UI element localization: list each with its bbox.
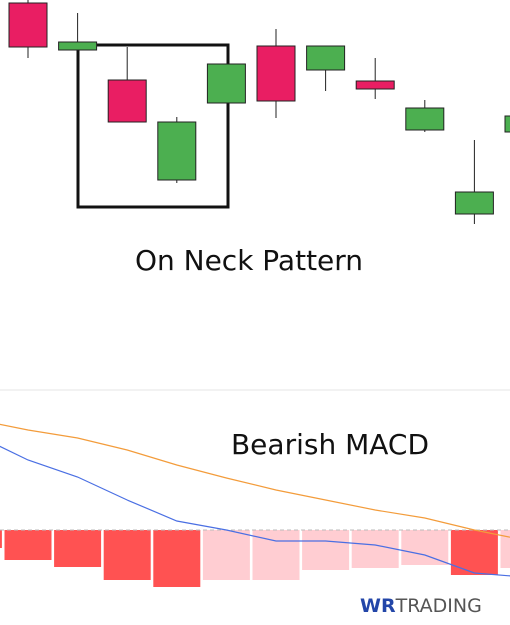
logo: WRTRADING	[360, 595, 482, 617]
histogram-bar	[54, 530, 102, 567]
candle-body	[58, 41, 98, 51]
candle-body	[157, 121, 197, 181]
histogram-bar	[252, 530, 300, 580]
logo-name: TRADING	[395, 595, 482, 617]
candle-body	[8, 2, 48, 48]
histogram-bar	[351, 530, 399, 568]
candle-body	[306, 45, 346, 71]
pattern-box	[76, 43, 230, 209]
candle-body	[355, 80, 395, 90]
histogram-bar	[302, 530, 350, 570]
macd-line	[0, 445, 510, 577]
histogram-bar	[4, 530, 52, 560]
histogram-bar	[202, 530, 250, 580]
macd-title: Bearish MACD	[231, 428, 429, 461]
annotation: On Neck Pattern	[135, 244, 363, 277]
histogram-bar	[153, 530, 201, 587]
histogram-bar	[401, 530, 449, 565]
candle-body	[256, 45, 296, 102]
macd-line	[0, 423, 510, 538]
candle-body	[206, 63, 246, 104]
candle-body	[504, 115, 510, 133]
candle-body	[405, 107, 445, 131]
histogram-bar	[450, 530, 498, 575]
histogram-bar	[0, 530, 2, 548]
logo-mark: WR	[360, 595, 396, 617]
histogram-bar	[103, 530, 151, 580]
candle-body	[454, 191, 494, 215]
candle-body	[107, 79, 147, 123]
histogram-bar	[500, 530, 510, 568]
